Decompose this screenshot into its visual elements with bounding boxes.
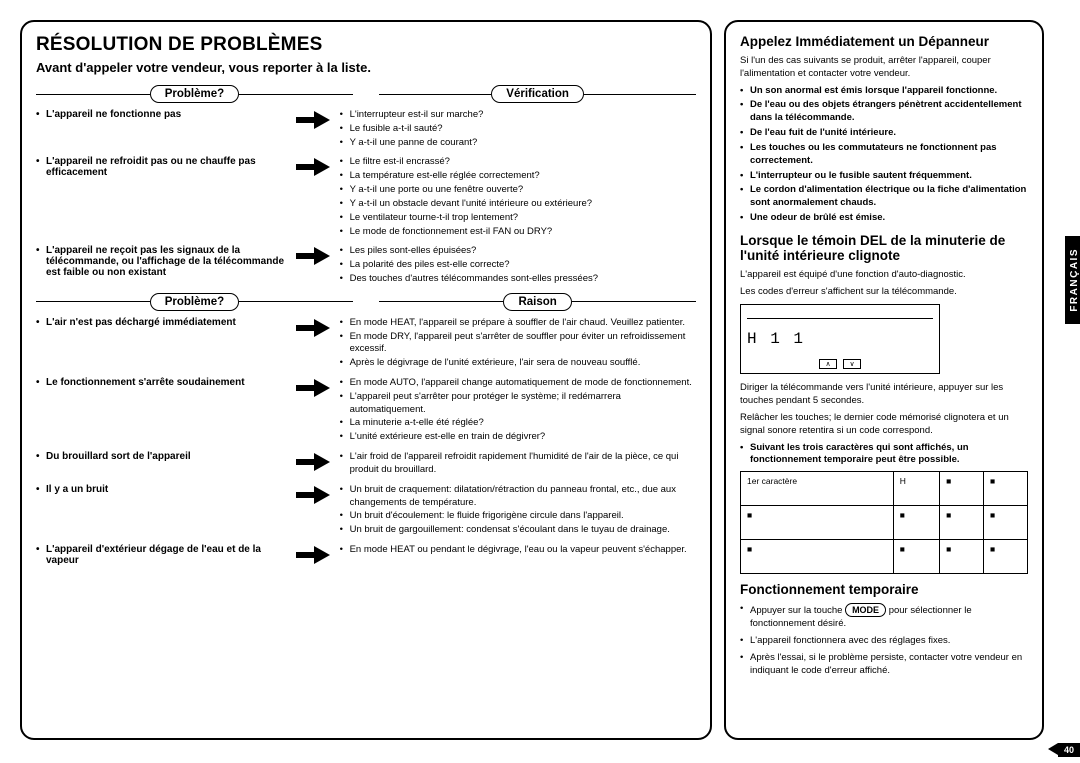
header-reason: Raison	[503, 293, 571, 311]
problem-text: Du brouillard sort de l'appareil	[36, 451, 287, 462]
check-item: Un bruit d'écoulement: le fluide frigori…	[340, 510, 696, 523]
header-problem-2: Problème?	[150, 293, 239, 311]
header-verification: Vérification	[491, 85, 584, 103]
check-item: Y a-t-il une porte ou une fenêtre ouvert…	[340, 184, 696, 197]
troubleshoot-row: Du brouillard sort de l'appareil L'air fr…	[36, 451, 696, 478]
check-item: Y a-t-il une panne de courant?	[340, 137, 696, 150]
check-item: La minuterie a-t-elle été réglée?	[340, 417, 696, 430]
check-item: L'interrupteur est-il sur marche?	[340, 109, 696, 122]
problem-text: Le fonctionnement s'arrête soudainement	[36, 377, 287, 388]
language-tab: FRANÇAIS	[1065, 236, 1080, 324]
temp-step: L'appareil fonctionnera avec des réglage…	[740, 635, 1028, 648]
header-problem-1: Problème?	[150, 85, 239, 103]
arrow-icon	[296, 453, 330, 471]
check-item: La polarité des piles est-elle correcte?	[340, 259, 696, 272]
down-button[interactable]: ∨	[843, 359, 861, 369]
temp-step: Après l'essai, si le problème persiste, …	[740, 652, 1028, 678]
troubleshoot-row: L'appareil ne refroidit pas ou ne chauff…	[36, 156, 696, 239]
side-para-2c: Diriger la télécommande vers l'unité int…	[740, 382, 1028, 408]
column-headers-1: Problème? Vérification	[36, 85, 696, 103]
arrow-icon	[296, 319, 330, 337]
side-intro-1: Si l'un des cas suivants se produit, arr…	[740, 55, 1028, 81]
check-item: L'appareil peut s'arrêter pour protéger …	[340, 391, 696, 417]
column-headers-2: Problème? Raison	[36, 293, 696, 311]
arrow-icon	[296, 247, 330, 265]
troubleshoot-row: L'appareil d'extérieur dégage de l'eau e…	[36, 544, 696, 566]
temp-step: Appuyer sur la touche MODE pour sélectio…	[740, 603, 1028, 631]
warning-bullet: Une odeur de brûlé est émise.	[740, 212, 1028, 225]
check-item: L'unité extérieure est-elle en train de …	[340, 431, 696, 444]
error-code-table: 1er caractèreH■■ ■■■■ ■■■■	[740, 471, 1028, 574]
problem-text: Il y a un bruit	[36, 484, 287, 495]
up-button[interactable]: ∧	[819, 359, 837, 369]
check-item: Le filtre est-il encrassé?	[340, 156, 696, 169]
display-code: H 1 1	[747, 330, 933, 348]
check-item: Les piles sont-elles épuisées?	[340, 245, 696, 258]
problem-text: L'appareil ne reçoit pas les signaux de …	[36, 245, 287, 278]
main-panel: RÉSOLUTION DE PROBLÈMES Avant d'appeler …	[20, 20, 712, 740]
check-item: Un bruit de craquement: dilatation/rétra…	[340, 484, 696, 510]
problem-text: L'appareil ne fonctionne pas	[36, 109, 287, 120]
arrow-icon	[296, 379, 330, 397]
troubleshoot-row: L'appareil ne fonctionne pas L'interrupte…	[36, 109, 696, 150]
check-item: Le mode de fonctionnement est-il FAN ou …	[340, 226, 696, 239]
warning-bullet: De l'eau fuit de l'unité intérieure.	[740, 127, 1028, 140]
arrow-icon	[296, 111, 330, 129]
problem-text: L'air n'est pas déchargé immédiatement	[36, 317, 287, 328]
side-title-2: Lorsque le témoin DEL de la minuterie de…	[740, 233, 1028, 263]
page-number: 40	[1058, 743, 1080, 757]
troubleshoot-row: L'appareil ne reçoit pas les signaux de …	[36, 245, 696, 286]
side-panel: Appelez Immédiatement un Dépanneur Si l'…	[724, 20, 1044, 740]
arrow-icon	[296, 486, 330, 504]
check-item: Le fusible a-t-il sauté?	[340, 123, 696, 136]
side-note: Suivant les trois caractères qui sont af…	[740, 442, 1028, 468]
check-item: Le ventilateur tourne-t-il trop lentemen…	[340, 212, 696, 225]
check-item: En mode HEAT, l'appareil se prépare à so…	[340, 317, 696, 330]
check-item: Après le dégivrage de l'unité extérieure…	[340, 357, 696, 370]
check-item: En mode DRY, l'appareil peut s'arrêter d…	[340, 331, 696, 357]
warning-bullet: Les touches ou les commutateurs ne fonct…	[740, 142, 1028, 168]
problem-text: L'appareil d'extérieur dégage de l'eau e…	[36, 544, 287, 566]
warning-bullet: L'interrupteur ou le fusible sautent fré…	[740, 170, 1028, 183]
check-item: En mode HEAT ou pendant le dégivrage, l'…	[340, 544, 696, 557]
check-item: L'air froid de l'appareil refroidit rapi…	[340, 451, 696, 477]
problem-text: L'appareil ne refroidit pas ou ne chauff…	[36, 156, 287, 178]
mode-button-label: MODE	[845, 603, 886, 617]
warning-bullet: Le cordon d'alimentation électrique ou l…	[740, 184, 1028, 210]
troubleshoot-row: L'air n'est pas déchargé immédiatement En…	[36, 317, 696, 371]
arrow-icon	[296, 158, 330, 176]
troubleshoot-row: Il y a un bruit Un bruit de craquement: d…	[36, 484, 696, 538]
warning-bullet: Un son anormal est émis lorsque l'appare…	[740, 85, 1028, 98]
side-title-3: Fonctionnement temporaire	[740, 582, 1028, 597]
warning-bullet: De l'eau ou des objets étrangers pénètre…	[740, 99, 1028, 125]
check-item: En mode AUTO, l'appareil change automati…	[340, 377, 696, 390]
check-item: Y a-t-il un obstacle devant l'unité inté…	[340, 198, 696, 211]
page-subtitle: Avant d'appeler votre vendeur, vous repo…	[36, 60, 696, 75]
page-title: RÉSOLUTION DE PROBLÈMES	[36, 34, 696, 56]
side-para-2a: L'appareil est équipé d'une fonction d'a…	[740, 269, 1028, 282]
check-item: Un bruit de gargouillement: condensat s'…	[340, 524, 696, 537]
side-para-2d: Relâcher les touches; le dernier code mé…	[740, 412, 1028, 438]
check-item: Des touches d'autres télécommandes sont-…	[340, 273, 696, 286]
check-item: La température est-elle réglée correctem…	[340, 170, 696, 183]
side-title-1: Appelez Immédiatement un Dépanneur	[740, 34, 1028, 49]
troubleshoot-row: Le fonctionnement s'arrête soudainement E…	[36, 377, 696, 445]
remote-display: H 1 1 ∧ ∨	[740, 304, 940, 374]
side-para-2b: Les codes d'erreur s'affichent sur la té…	[740, 286, 1028, 299]
arrow-icon	[296, 546, 330, 564]
